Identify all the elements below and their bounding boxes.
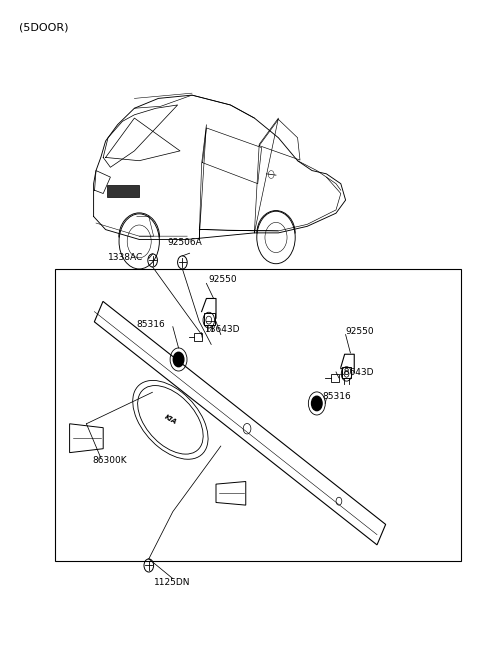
Text: 92506A: 92506A xyxy=(168,237,202,247)
Text: 18643D: 18643D xyxy=(339,368,374,377)
Text: 85316: 85316 xyxy=(137,320,166,329)
Bar xyxy=(107,185,139,197)
Text: 18643D: 18643D xyxy=(205,325,241,335)
Text: 85316: 85316 xyxy=(323,392,351,401)
Bar xyxy=(331,374,339,382)
Text: 86300K: 86300K xyxy=(93,456,127,465)
Bar xyxy=(194,333,202,341)
Text: 1125DN: 1125DN xyxy=(154,578,190,587)
Text: (5DOOR): (5DOOR) xyxy=(19,23,69,33)
Bar xyxy=(204,313,215,325)
Text: 92550: 92550 xyxy=(346,327,374,337)
Text: 1338AC: 1338AC xyxy=(108,253,143,262)
Text: 92550: 92550 xyxy=(209,275,238,284)
Circle shape xyxy=(312,396,322,411)
Bar xyxy=(342,367,351,378)
Text: KIA: KIA xyxy=(163,414,178,426)
Bar xyxy=(55,269,461,561)
Circle shape xyxy=(173,352,184,367)
